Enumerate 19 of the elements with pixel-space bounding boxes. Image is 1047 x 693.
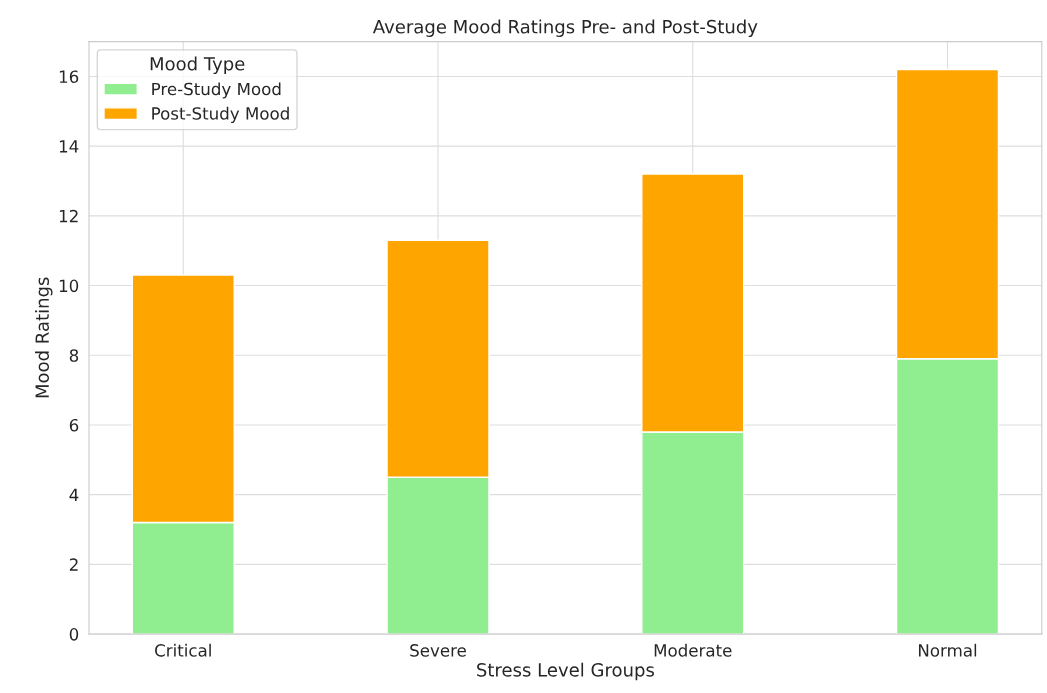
- x-axis-title: Stress Level Groups: [477, 662, 654, 681]
- y-tick-label: 12: [59, 209, 78, 223]
- x-tick-label: Normal: [918, 643, 977, 657]
- y-tick-label: 2: [69, 558, 78, 571]
- legend-label: Pre-Study Mood: [152, 82, 281, 99]
- legend-title: Mood Type: [150, 56, 245, 75]
- chart-title: Average Mood Ratings Pre- and Post-Study: [372, 19, 758, 37]
- legend-label: Post-Study Mood: [152, 106, 289, 123]
- y-tick-label: 0: [69, 628, 79, 641]
- y-tick-label: 16: [59, 70, 79, 83]
- x-tick-label: Severe: [410, 644, 466, 657]
- y-tick-label: 4: [69, 488, 79, 502]
- x-tick-label: Critical: [155, 643, 211, 657]
- x-tick-label: Moderate: [654, 643, 732, 657]
- y-axis-title: Mood Ratings: [35, 277, 53, 398]
- y-tick-label: 6: [69, 418, 79, 432]
- y-tick-label: 8: [69, 349, 79, 362]
- y-tick-label: 14: [59, 140, 79, 153]
- y-tick-label: 10: [59, 279, 79, 293]
